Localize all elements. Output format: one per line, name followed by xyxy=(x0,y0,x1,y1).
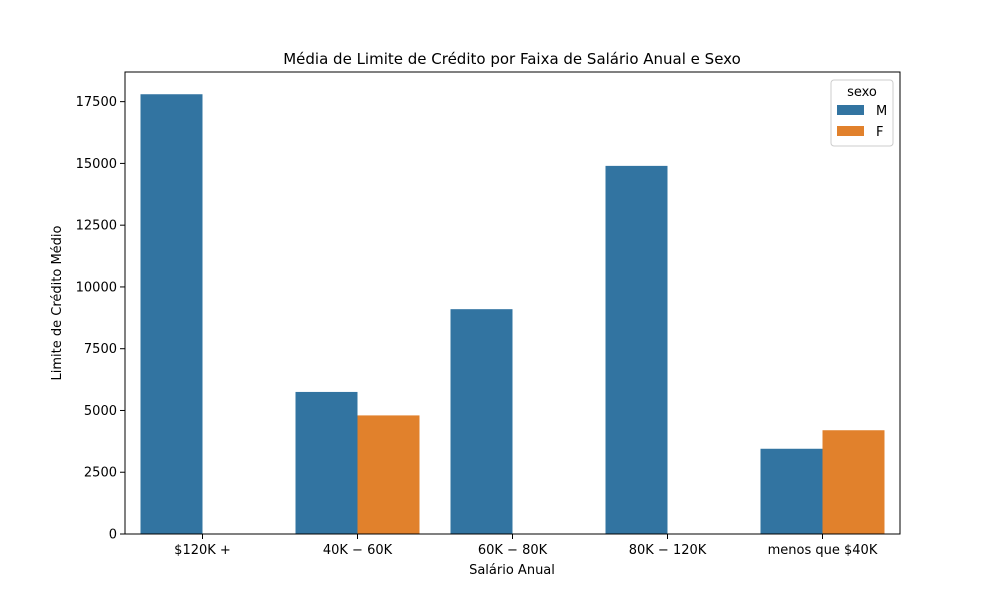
plot-frame xyxy=(124,71,901,535)
y-axis: 0 2500 5000 7500 10000 12500 15000 17500 xyxy=(76,95,125,543)
x-tick-label: 40K − 60K xyxy=(323,543,393,558)
y-tick-label: 7500 xyxy=(84,342,117,357)
bar-m-3 xyxy=(605,165,668,534)
y-tick-label: 5000 xyxy=(84,404,117,419)
chart-title: Média de Limite de Crédito por Faixa de … xyxy=(283,50,741,68)
y-tick-label: 17500 xyxy=(76,95,117,110)
x-tick-label: $120K + xyxy=(174,543,231,558)
legend-swatch-m xyxy=(837,105,864,115)
legend-title: sexo xyxy=(847,85,877,100)
y-tick-label: 2500 xyxy=(84,466,117,481)
legend-label-f: F xyxy=(876,125,883,140)
bar-m-0 xyxy=(140,94,203,535)
bar-f-1 xyxy=(357,415,420,534)
x-tick-label: menos que $40K xyxy=(768,543,878,558)
y-axis-label: Limite de Crédito Médio xyxy=(50,225,65,380)
legend: sexo MF xyxy=(830,79,894,147)
y-tick-label: 15000 xyxy=(76,157,117,172)
x-tick-label: 60K − 80K xyxy=(478,543,548,558)
bar-m-4 xyxy=(760,448,823,534)
bars-group xyxy=(140,94,885,535)
bar-m-2 xyxy=(450,309,513,534)
bar-m-1 xyxy=(295,391,358,534)
legend-swatch-f xyxy=(837,126,864,136)
bar-f-4 xyxy=(822,430,885,534)
y-tick-label: 12500 xyxy=(76,219,117,234)
y-tick-label: 0 xyxy=(109,528,117,543)
x-axis: $120K + 40K − 60K 60K − 80K 80K − 120K menos… xyxy=(174,534,878,558)
x-tick-label: 80K − 120K xyxy=(629,543,707,558)
y-tick-label: 10000 xyxy=(76,280,117,295)
x-axis-label: Salário Anual xyxy=(469,563,555,578)
legend-label-m: M xyxy=(876,104,887,119)
